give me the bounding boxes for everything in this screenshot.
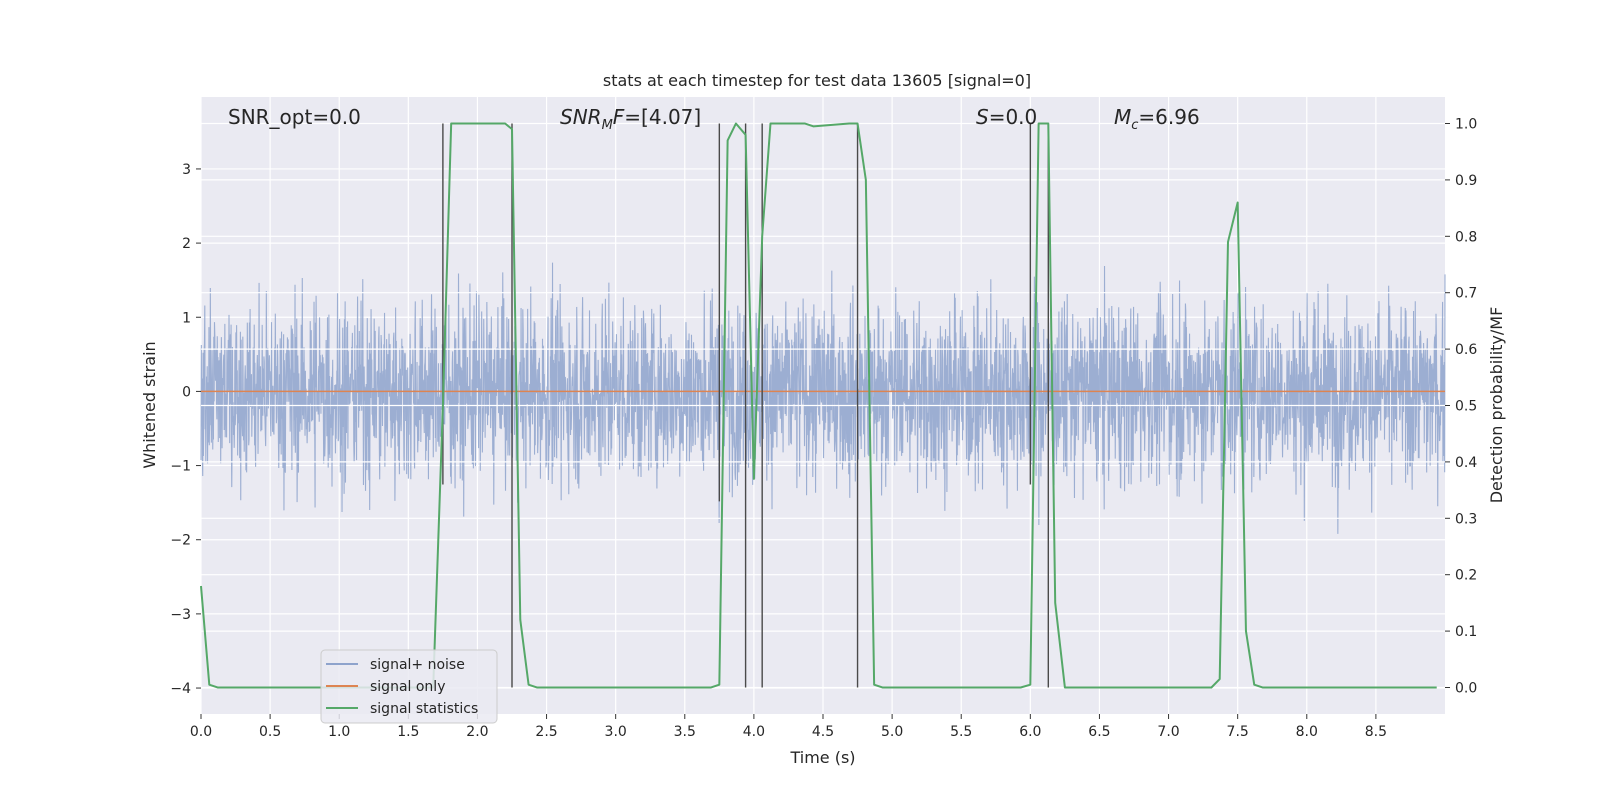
x-tick-label: 8.0 [1296, 724, 1318, 740]
x-tick-label: 7.5 [1227, 724, 1249, 740]
x-tick-label: 6.0 [1019, 724, 1041, 740]
x-tick-label: 5.5 [950, 724, 972, 740]
right-y-axis-ticks: 1.0 0.9 0.8 0.7 0.6 0.5 0.4 0.3 0.2 0.1 0.0 [1445, 117, 1477, 696]
x-tick-label: 2.0 [466, 724, 488, 740]
right-y-tick-label: 0.6 [1455, 342, 1477, 358]
x-tick-label: 6.5 [1088, 724, 1110, 740]
left-y-tick-label: −3 [170, 607, 191, 623]
x-tick-label: 1.0 [328, 724, 350, 740]
right-y-tick-label: 0.3 [1455, 511, 1477, 527]
x-tick-label: 0.0 [190, 724, 212, 740]
x-tick-label: 7.0 [1157, 724, 1179, 740]
right-y-tick-label: 0.4 [1455, 455, 1477, 471]
x-tick-label: 5.0 [881, 724, 903, 740]
x-tick-label: 3.0 [605, 724, 627, 740]
chart-title: stats at each timestep for test data 136… [603, 71, 1031, 90]
snr-mf-annotation: SNRMF=[4.07] [560, 105, 701, 133]
signal-statistics-series [200, 122, 1437, 689]
right-y-tick-label: 1.0 [1455, 117, 1477, 133]
noise-trace [200, 262, 1446, 534]
statistics-line [200, 122, 1437, 689]
right-y-tick-label: 0.0 [1455, 680, 1477, 696]
legend: signal+ noise signal only signal statist… [320, 649, 498, 724]
x-tick-label: 4.0 [743, 724, 765, 740]
left-y-tick-label: 1 [182, 310, 191, 326]
left-y-tick-label: −4 [170, 681, 191, 697]
mc-annotation: Mc=6.96 [1114, 105, 1200, 133]
left-y-tick-label: −2 [170, 533, 191, 549]
x-axis-label: Time (s) [789, 748, 855, 767]
x-axis-ticks: 0.0 0.5 1.0 1.5 2.0 2.5 3.0 3.5 4.0 4.5 5.0 5.5 6.0 6… [190, 714, 1387, 740]
legend-label-statistics: signal statistics [370, 701, 478, 717]
x-tick-label: 8.5 [1365, 724, 1387, 740]
left-y-tick-label: 0 [182, 384, 191, 400]
left-y-axis-label: Whitened strain [140, 341, 159, 468]
signal-noise-series [200, 262, 1446, 534]
x-tick-label: 4.5 [812, 724, 834, 740]
left-y-tick-label: 2 [182, 236, 191, 252]
right-y-tick-label: 0.7 [1455, 286, 1477, 302]
x-tick-label: 2.5 [535, 724, 557, 740]
right-y-tick-label: 0.8 [1455, 229, 1477, 245]
right-y-tick-label: 0.1 [1455, 624, 1477, 640]
x-tick-label: 1.5 [397, 724, 419, 740]
right-y-axis-label: Detection probability/MF [1487, 307, 1506, 504]
s-annotation: S=0.0 [976, 105, 1037, 129]
legend-label-signal-only: signal only [370, 679, 445, 695]
right-y-tick-label: 0.2 [1455, 568, 1477, 584]
snr-opt-annotation: SNR_opt=0.0 [228, 105, 361, 129]
x-tick-label: 3.5 [674, 724, 696, 740]
x-tick-label: 0.5 [259, 724, 281, 740]
left-y-tick-label: 3 [182, 162, 191, 178]
right-y-tick-label: 0.5 [1455, 399, 1477, 415]
left-y-tick-label: −1 [170, 459, 191, 475]
legend-label-noise: signal+ noise [370, 657, 465, 673]
left-y-axis-ticks: 3 2 1 0 −1 −2 −3 −4 [170, 162, 201, 697]
legend-box [320, 649, 498, 724]
segment-markers [442, 123, 1050, 688]
right-y-tick-label: 0.9 [1455, 173, 1477, 189]
